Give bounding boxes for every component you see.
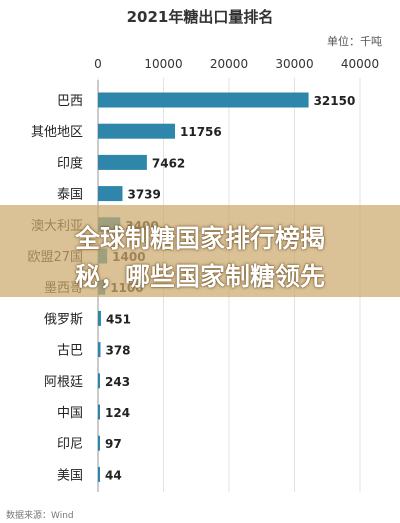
data-label: 378 [105,344,130,358]
category-label: 中国 [57,406,83,421]
chart-title: 2021年糖出口量排名 [126,8,274,26]
data-label: 11756 [180,125,222,139]
bar [98,373,100,389]
data-label: 32150 [314,94,356,108]
source-note: 数据来源：Wind [6,511,74,521]
data-label: 243 [105,375,130,389]
overlay-line-1: 全球制糖国家排行榜揭 [74,224,325,253]
bar [98,123,176,139]
bar [98,186,123,202]
overlay-banner [0,205,400,297]
overlay-line-2: 秘，哪些国家制糖领先 [74,262,325,291]
bar [98,92,309,108]
category-label: 阿根廷 [44,375,83,390]
bar [98,154,147,170]
unit-label: 单位：千吨 [327,35,382,48]
overlay-headline: 全球制糖国家排行榜揭 秘，哪些国家制糖领先 [0,220,400,296]
data-label: 44 [105,468,122,482]
bar [98,435,100,451]
category-label: 印度 [57,155,83,171]
category-label: 泰国 [57,188,83,203]
data-label: 451 [106,312,131,326]
bar [98,466,100,482]
x-tick-label: 40000 [341,57,379,71]
data-label: 7462 [152,156,185,170]
bar [98,342,101,358]
category-label: 巴西 [57,94,83,109]
category-label: 印尼 [57,437,83,452]
category-label: 美国 [57,468,83,483]
category-label: 古巴 [57,344,83,359]
category-label: 俄罗斯 [44,312,83,327]
category-label: 其他地区 [31,125,83,140]
bar [98,404,100,420]
x-tick-label: 10000 [144,57,182,71]
x-tick-label: 30000 [275,57,313,71]
data-label: 3739 [127,188,160,202]
x-tick-label: 20000 [210,57,248,71]
data-label: 124 [105,406,130,420]
data-label: 97 [105,437,122,451]
bar [98,310,101,326]
x-tick-label: 0 [94,57,102,71]
